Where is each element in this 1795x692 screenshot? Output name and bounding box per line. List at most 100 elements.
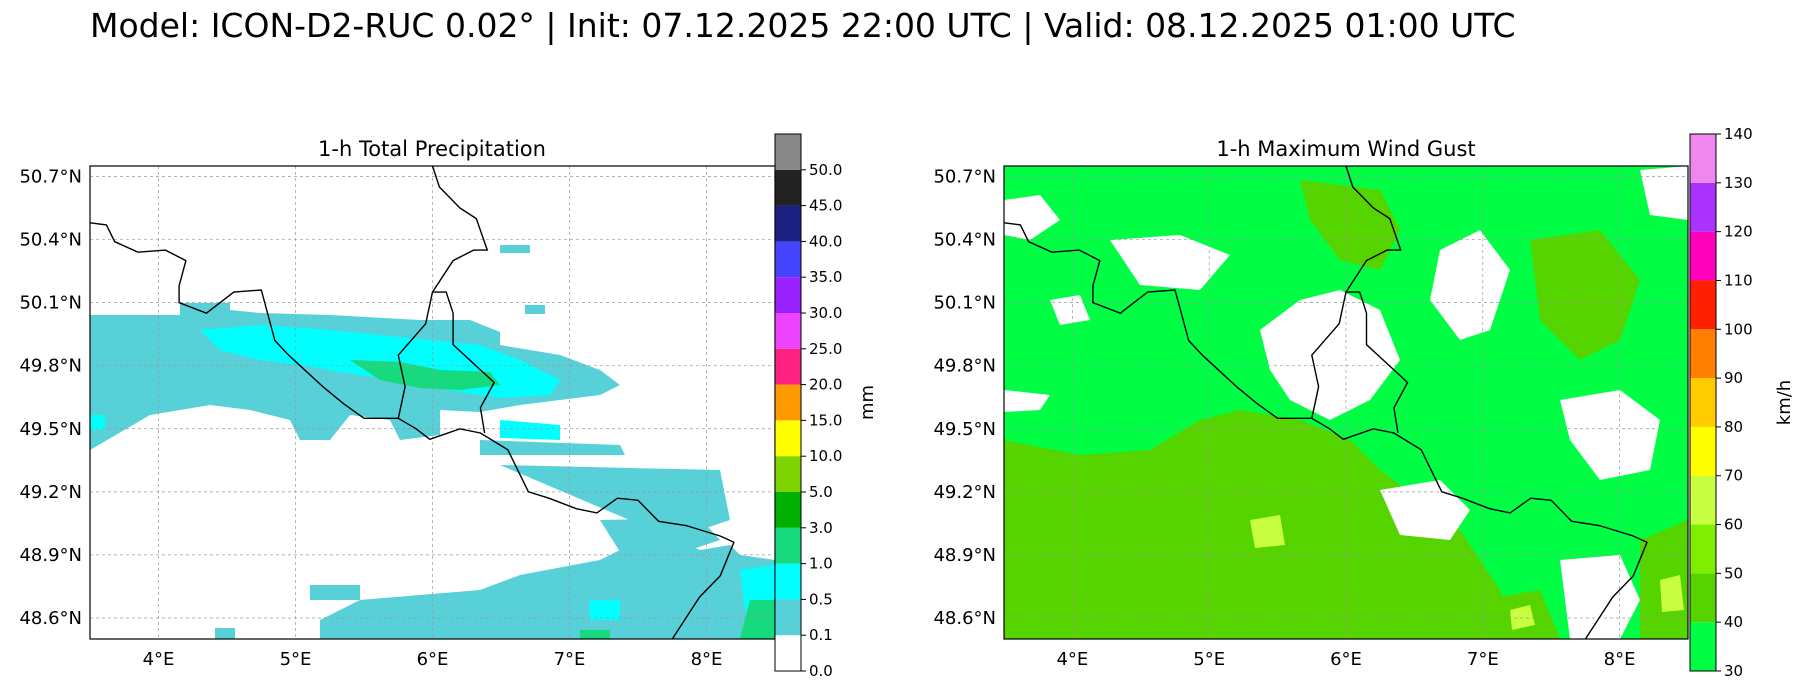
wind-graticule <box>1004 166 1688 639</box>
wind-colorbar-tick-label: 110 <box>1724 271 1753 289</box>
wind-colorbar-tick-label: 30 <box>1724 662 1743 680</box>
precip-lat-tick-label: 49.2°N <box>19 482 82 503</box>
precip-colorbar-swatch <box>775 169 801 206</box>
precip-colorbar-tick-label: 20.0 <box>809 376 842 394</box>
wind-area-60-70 <box>1660 575 1684 612</box>
figure-title: Model: ICON-D2-RUC 0.02° | Init: 07.12.2… <box>90 6 1516 45</box>
precip-colorbar-tick-label: 30.0 <box>809 304 842 322</box>
precip-colorbar-tick-label: 0.5 <box>809 590 833 608</box>
wind-lat-tick-label: 50.1°N <box>933 293 996 314</box>
wind-lat-tick-label: 49.2°N <box>933 482 996 503</box>
precipitation-map-panel: 1-h Total Precipitation 50.7°N50. <box>19 133 878 680</box>
wind-lon-tick-label: 8°E <box>1604 649 1636 670</box>
precip-colorbar-tick-label: 0.0 <box>809 662 833 680</box>
precip-colorbar-tick-label: 15.0 <box>809 411 842 429</box>
wind-colorbar-tick-label: 120 <box>1724 223 1753 241</box>
wind-colorbar-tick-label: 40 <box>1724 613 1743 631</box>
wind-area-calm <box>1004 195 1060 240</box>
precip-colorbar-swatch <box>775 313 801 349</box>
precip-lon-axis: 4°E 5°E 6°E 7°E 8°E <box>143 649 723 670</box>
precip-colorbar-tick-label: 1.0 <box>809 555 833 573</box>
precip-colorbar-swatch <box>775 277 801 313</box>
precip-lat-tick-label: 49.5°N <box>19 419 82 440</box>
precip-border-line <box>397 291 496 434</box>
precip-colorbar-swatch <box>775 384 801 421</box>
precip-area-cyan <box>90 415 105 430</box>
wind-country-borders <box>1004 166 1648 639</box>
wind-colorbar-frame <box>1689 133 1717 672</box>
wind-lon-tick-label: 7°E <box>1467 649 1499 670</box>
precip-colorbar-tick-label: 50.0 <box>809 161 842 179</box>
wind-colorbar-swatch <box>1690 426 1716 476</box>
wind-colorbar-tick-label: 70 <box>1724 467 1743 485</box>
precip-graticule <box>90 166 775 639</box>
precip-colorbar-swatch <box>775 563 801 600</box>
wind-area-calm <box>1260 290 1400 420</box>
precip-colorbar-frame <box>774 133 802 672</box>
wind-area-calm <box>1110 235 1230 290</box>
wind-colorbar-swatch <box>1690 134 1716 183</box>
wind-colorbar-swatch <box>1690 524 1716 574</box>
wind-colorbar-tick-label: 60 <box>1724 516 1743 534</box>
wind-colorbar-tick-label: 140 <box>1724 125 1753 143</box>
wind-lon-tick-label: 6°E <box>1330 649 1362 670</box>
precip-colorbar-swatch <box>775 635 801 671</box>
wind-colorbar-swatch <box>1690 475 1716 525</box>
precip-lat-tick-label: 48.9°N <box>19 545 82 566</box>
wind-lat-tick-label: 48.9°N <box>933 545 996 566</box>
precip-area-green <box>580 630 610 639</box>
wind-area-calm <box>1380 480 1470 540</box>
wind-colorbar-swatch <box>1690 573 1716 623</box>
precip-border-line <box>90 222 735 639</box>
precip-colorbar-tick-label: 10.0 <box>809 447 842 465</box>
precip-area-light <box>525 305 545 314</box>
wind-lat-tick-label: 49.5°N <box>933 419 996 440</box>
wind-lat-tick-label: 49.8°N <box>933 356 996 377</box>
precip-colorbar-tick-label: 5.0 <box>809 483 833 501</box>
wind-colorbar-swatch <box>1690 622 1716 671</box>
precip-colorbar-tick-label: 3.0 <box>809 519 833 537</box>
wind-colorbar-swatch <box>1690 231 1716 281</box>
precip-area-light <box>480 440 625 455</box>
wind-border-line <box>1345 166 1402 293</box>
wind-area-40-50 <box>1530 230 1640 360</box>
precip-area-light <box>215 628 235 639</box>
precip-area-cyan <box>500 420 560 440</box>
wind-area-calm <box>1640 166 1688 220</box>
precip-colorbar-swatch <box>775 205 801 242</box>
wind-lat-tick-label: 48.6°N <box>933 608 996 629</box>
precip-area-light <box>320 465 775 639</box>
wind-lon-axis: 4°E 5°E 6°E 7°E 8°E <box>1056 649 1635 670</box>
precip-lat-tick-label: 49.8°N <box>19 356 82 377</box>
precip-colorbar-swatch <box>775 134 801 170</box>
precip-colorbar-tick-label: 0.1 <box>809 626 833 644</box>
precip-lat-axis: 50.7°N 50.4°N 50.1°N 49.8°N 49.5°N 49.2°N 48.9… <box>19 167 82 629</box>
wind-gust-map-panel: 1-h Maximum Wind Gust <box>933 125 1795 680</box>
wind-colorbar: 30 40 50 60 70 80 90 100 110 120 130 140 km/h <box>1689 125 1795 680</box>
wind-panel-title: 1-h Maximum Wind Gust <box>1216 137 1475 161</box>
wind-map-frame <box>1003 165 1689 640</box>
wind-lat-axis: 50.7°N 50.4°N 50.1°N 49.8°N 49.5°N 49.2°N 48.9… <box>933 167 996 629</box>
wind-lon-tick-label: 5°E <box>1193 649 1225 670</box>
precip-colorbar-swatch <box>775 456 801 492</box>
precip-colorbar-swatch <box>775 492 801 528</box>
wind-border-line <box>1004 222 1648 639</box>
precip-area-light <box>310 585 360 600</box>
precip-lat-tick-label: 48.6°N <box>19 608 82 629</box>
wind-colorbar-tick-label: 90 <box>1724 369 1743 387</box>
wind-colorbar-tick-label: 100 <box>1724 320 1753 338</box>
wind-colorbar-swatch <box>1690 378 1716 427</box>
precip-lat-tick-label: 50.1°N <box>19 293 82 314</box>
precip-colorbar-tick-label: 35.0 <box>809 268 842 286</box>
wind-colorbar-tick-label: 80 <box>1724 418 1743 436</box>
wind-colorbar-tick-label: 130 <box>1724 174 1753 192</box>
precip-colorbar-swatch <box>775 527 801 564</box>
wind-border-line <box>1311 291 1409 434</box>
precip-border-line <box>431 166 489 293</box>
precip-country-borders <box>90 166 735 639</box>
precip-lon-tick-label: 7°E <box>554 649 586 670</box>
wind-area-40-50 <box>1300 180 1400 270</box>
precip-panel-title: 1-h Total Precipitation <box>318 137 546 161</box>
wind-lat-tick-label: 50.7°N <box>933 167 996 188</box>
precip-area-green <box>740 600 775 639</box>
